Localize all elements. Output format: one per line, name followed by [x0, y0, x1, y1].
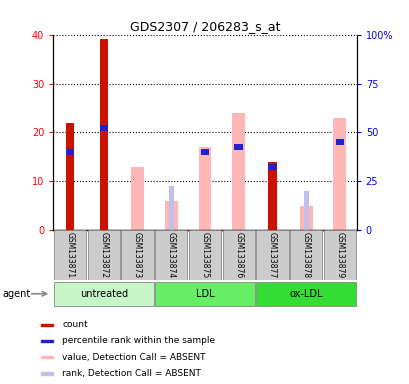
Bar [40, 340, 53, 342]
Bar [66, 123, 74, 230]
Text: untreated: untreated [80, 289, 128, 299]
Text: GSM133875: GSM133875 [200, 232, 209, 278]
Bar [299, 206, 312, 230]
Bar [164, 201, 177, 230]
Bar [200, 149, 209, 155]
Text: value, Detection Call = ABSENT: value, Detection Call = ABSENT [62, 353, 205, 362]
Bar [54, 230, 86, 280]
Text: rank, Detection Call = ABSENT: rank, Detection Call = ABSENT [62, 369, 200, 378]
Bar [99, 125, 108, 131]
Text: GSM133874: GSM133874 [166, 232, 175, 278]
Text: percentile rank within the sample: percentile rank within the sample [62, 336, 215, 346]
Text: ox-LDL: ox-LDL [289, 289, 322, 299]
Bar [323, 230, 355, 280]
Bar [256, 230, 288, 280]
Bar [333, 118, 346, 230]
Bar [88, 230, 120, 280]
Text: GSM133871: GSM133871 [65, 232, 74, 278]
Bar [303, 191, 308, 230]
Text: count: count [62, 320, 88, 329]
Bar [189, 230, 220, 280]
Bar [222, 230, 254, 280]
Text: GSM133873: GSM133873 [133, 232, 142, 278]
Bar [40, 372, 53, 375]
Text: agent: agent [2, 289, 30, 299]
Bar [155, 230, 187, 280]
Bar [289, 230, 321, 280]
Text: GSM133879: GSM133879 [335, 232, 344, 278]
Bar [131, 167, 144, 230]
Title: GDS2307 / 206283_s_at: GDS2307 / 206283_s_at [129, 20, 280, 33]
Bar [54, 282, 153, 306]
Bar [267, 162, 276, 230]
Bar [267, 164, 276, 170]
Text: GSM133877: GSM133877 [267, 232, 276, 278]
Bar [256, 282, 355, 306]
Bar [169, 186, 173, 230]
Bar [99, 40, 108, 230]
Bar [155, 282, 254, 306]
Bar [335, 139, 343, 145]
Bar [232, 113, 245, 230]
Bar [66, 149, 74, 155]
Bar [198, 147, 211, 230]
Text: LDL: LDL [195, 289, 214, 299]
Bar [40, 356, 53, 358]
Text: GSM133872: GSM133872 [99, 232, 108, 278]
Bar [121, 230, 153, 280]
Bar [40, 324, 53, 326]
Text: GSM133878: GSM133878 [301, 232, 310, 278]
Bar [234, 144, 242, 150]
Text: GSM133876: GSM133876 [234, 232, 243, 278]
